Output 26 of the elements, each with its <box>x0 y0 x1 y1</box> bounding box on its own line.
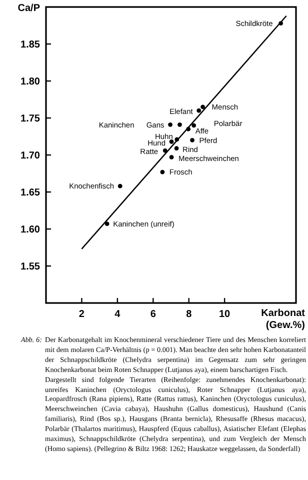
x-tick-label: 6 <box>150 309 156 320</box>
y-tick-label: 1.65 <box>20 188 40 198</box>
point <box>196 108 202 113</box>
point <box>104 222 110 226</box>
point <box>169 155 174 160</box>
point <box>169 139 174 144</box>
y-axis-title: Ca/P <box>18 3 40 14</box>
point <box>178 122 182 127</box>
point <box>192 123 196 128</box>
y-tick-label: 1.80 <box>20 76 40 88</box>
y-tick-label: 1.60 <box>20 224 40 236</box>
x-tick-label: 4 <box>114 309 121 320</box>
y-tick-label: 1.75 <box>20 114 40 124</box>
point <box>118 184 122 188</box>
y-tick-label: 1.70 <box>20 150 40 162</box>
point <box>174 146 179 151</box>
y-tick-label: 1.85 <box>20 40 40 50</box>
point <box>200 104 205 110</box>
y-tick-label: 1.55 <box>20 262 40 272</box>
point <box>160 170 165 174</box>
x-tick-label: 8 <box>186 309 192 320</box>
x-tick-label: 10 <box>219 309 231 320</box>
point <box>190 138 194 142</box>
x-tick-label: 2 <box>78 309 85 320</box>
x-axis-title: Karbonat (Gew.%) <box>261 308 306 331</box>
point <box>168 122 172 127</box>
